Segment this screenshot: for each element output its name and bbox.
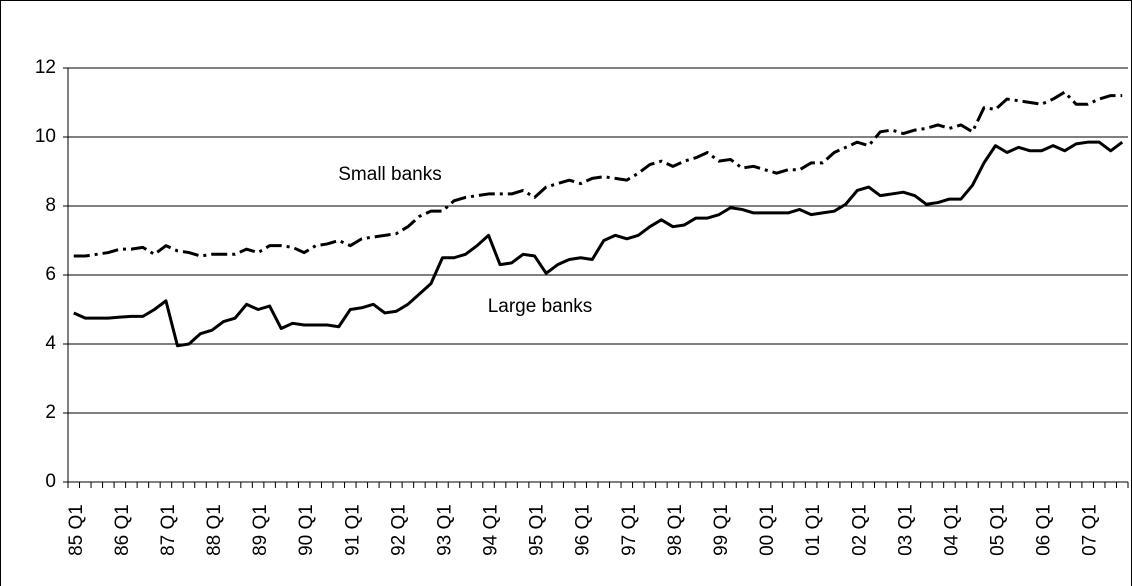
- x-tick-label: 95 Q1: [527, 504, 548, 556]
- x-tick-label: 93 Q1: [434, 504, 455, 556]
- y-tick-label: 4: [45, 333, 56, 354]
- x-tick-label: 04 Q1: [941, 504, 962, 556]
- line-series: [73, 90, 1123, 258]
- x-tick-label: 02 Q1: [849, 504, 870, 556]
- x-tick-label: 06 Q1: [1034, 504, 1055, 556]
- x-tick-label: 94 Q1: [481, 504, 502, 556]
- x-tick-label: 99 Q1: [711, 504, 732, 556]
- x-tick-label: 03 Q1: [895, 504, 916, 556]
- x-tick-label: 97 Q1: [619, 504, 640, 556]
- x-tick-label: 92 Q1: [388, 504, 409, 556]
- x-tick-label: 07 Q1: [1080, 504, 1101, 556]
- x-tick-label: 05 Q1: [988, 504, 1009, 556]
- x-tick-label: 01 Q1: [803, 504, 824, 556]
- x-tick-label: 90 Q1: [296, 504, 317, 556]
- x-tick-label: 88 Q1: [204, 504, 225, 556]
- y-tick-label: 0: [45, 471, 56, 492]
- x-tick-label: 85 Q1: [66, 504, 87, 556]
- series-label: Small banks: [338, 164, 442, 185]
- line-series: [73, 140, 1124, 348]
- x-tick-label: 98 Q1: [665, 504, 686, 556]
- x-tick-label: 86 Q1: [112, 504, 133, 556]
- series-label: Large banks: [488, 296, 593, 317]
- y-tick-label: 2: [45, 402, 56, 423]
- x-tick-label: 91 Q1: [342, 504, 363, 556]
- x-tick-label: 89 Q1: [250, 504, 271, 556]
- y-tick-label: 10: [35, 126, 56, 147]
- y-tick-label: 8: [45, 195, 56, 216]
- x-tick-label: 00 Q1: [757, 504, 778, 556]
- y-tick-label: 6: [45, 264, 56, 285]
- y-tick-label: 12: [35, 57, 56, 78]
- x-tick-label: 87 Q1: [158, 504, 179, 556]
- x-tick-label: 96 Q1: [573, 504, 594, 556]
